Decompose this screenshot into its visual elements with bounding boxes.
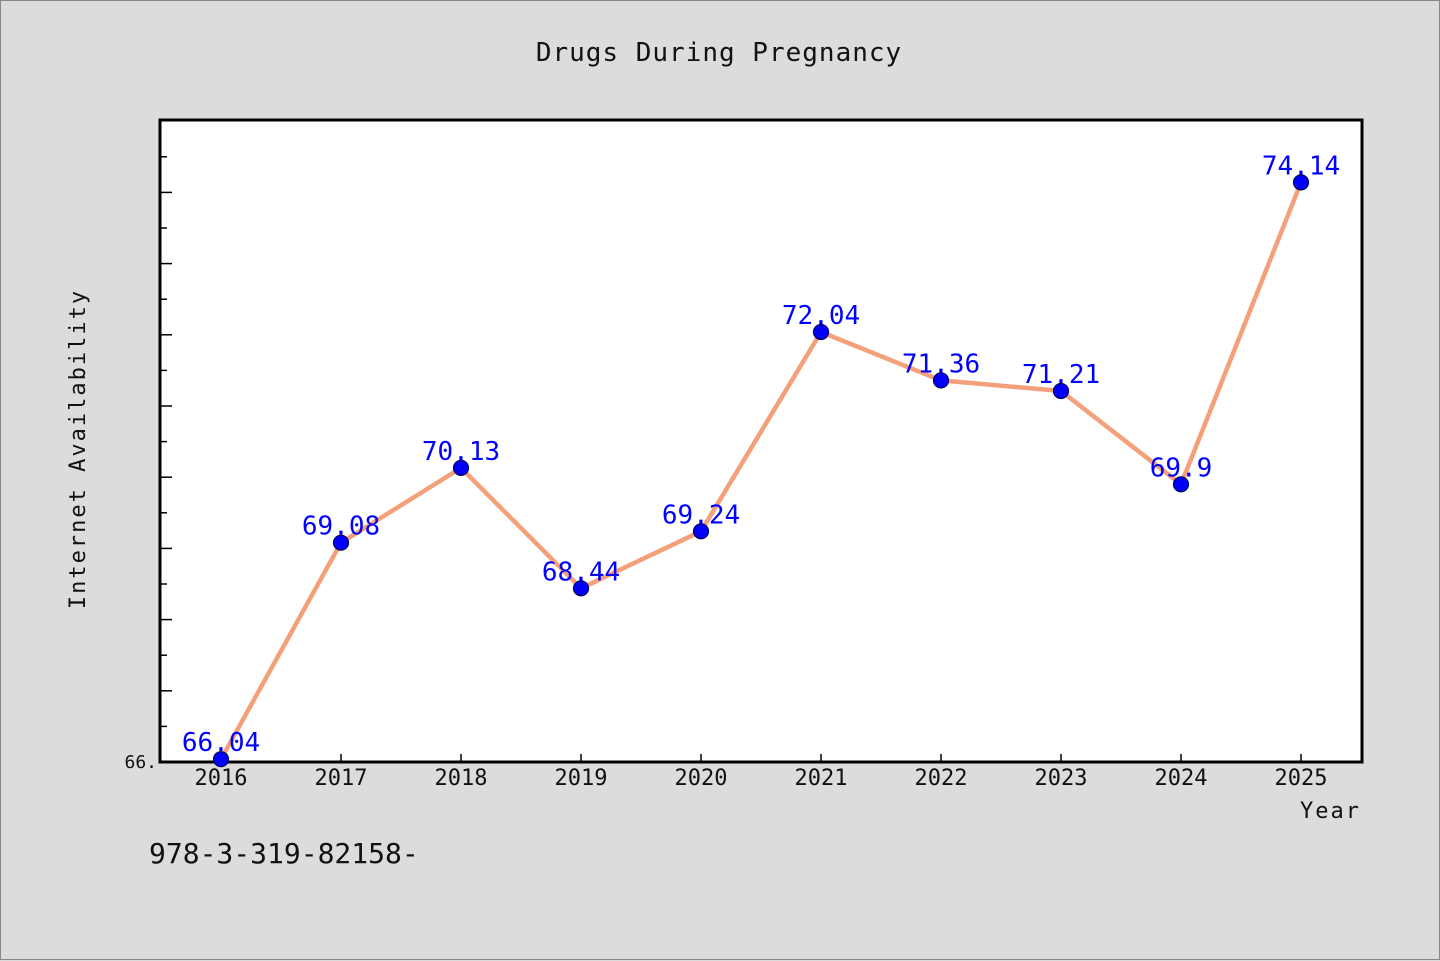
series-0: 66.04 69.08 70.13 68.44 69.24 72.04 71.36 71.21… [182, 151, 1340, 768]
data-point [1172, 476, 1190, 493]
data-point [812, 323, 830, 341]
data-point [1292, 174, 1310, 191]
y-axis-label: Internet Availability [66, 289, 91, 609]
y-tick-label: 66. [124, 752, 157, 773]
x-tick-label: 2022 [915, 766, 968, 791]
data-label: 70.13 [422, 437, 500, 467]
data-label: 69.08 [302, 512, 380, 542]
data-label: 69.24 [662, 500, 740, 530]
data-point [692, 523, 710, 540]
x-tick-label: 2017 [315, 766, 368, 791]
chart-title: Drugs During Pregnancy [536, 38, 902, 68]
x-tick-label: 2016 [195, 766, 248, 791]
data-point [212, 751, 230, 768]
x-tick-label: 2021 [795, 766, 848, 791]
data-point [932, 372, 950, 389]
data-point [1052, 382, 1070, 400]
data-label: 72.04 [782, 301, 860, 331]
data-point [332, 534, 350, 551]
plot-area [158, 118, 1364, 764]
x-tick-label: 2019 [555, 766, 608, 791]
data-label: 71.21 [1022, 360, 1100, 390]
footnote: 978-3-319-82158- [149, 837, 419, 870]
x-tick-label: 2020 [675, 766, 728, 791]
series-line [219, 181, 1304, 761]
y-axis-ticks [160, 156, 172, 763]
x-tick-label: 2025 [1275, 766, 1328, 791]
data-label: 74.14 [1262, 151, 1340, 181]
data-label: 68.44 [542, 557, 620, 587]
data-point [452, 459, 470, 476]
x-tick-label: 2024 [1155, 766, 1208, 791]
x-axis-ticks: 2016 2017 2018 2019 2020 2021 2022 2023 2024 2025 [195, 754, 1328, 791]
data-label: 66.04 [182, 728, 260, 758]
data-label: 69.9 [1150, 453, 1213, 483]
data-point [572, 580, 590, 597]
data-label: 71.36 [902, 349, 980, 379]
x-tick-label: 2018 [435, 766, 488, 791]
x-axis-label: Year [1300, 799, 1361, 824]
x-tick-label: 2023 [1035, 766, 1088, 791]
